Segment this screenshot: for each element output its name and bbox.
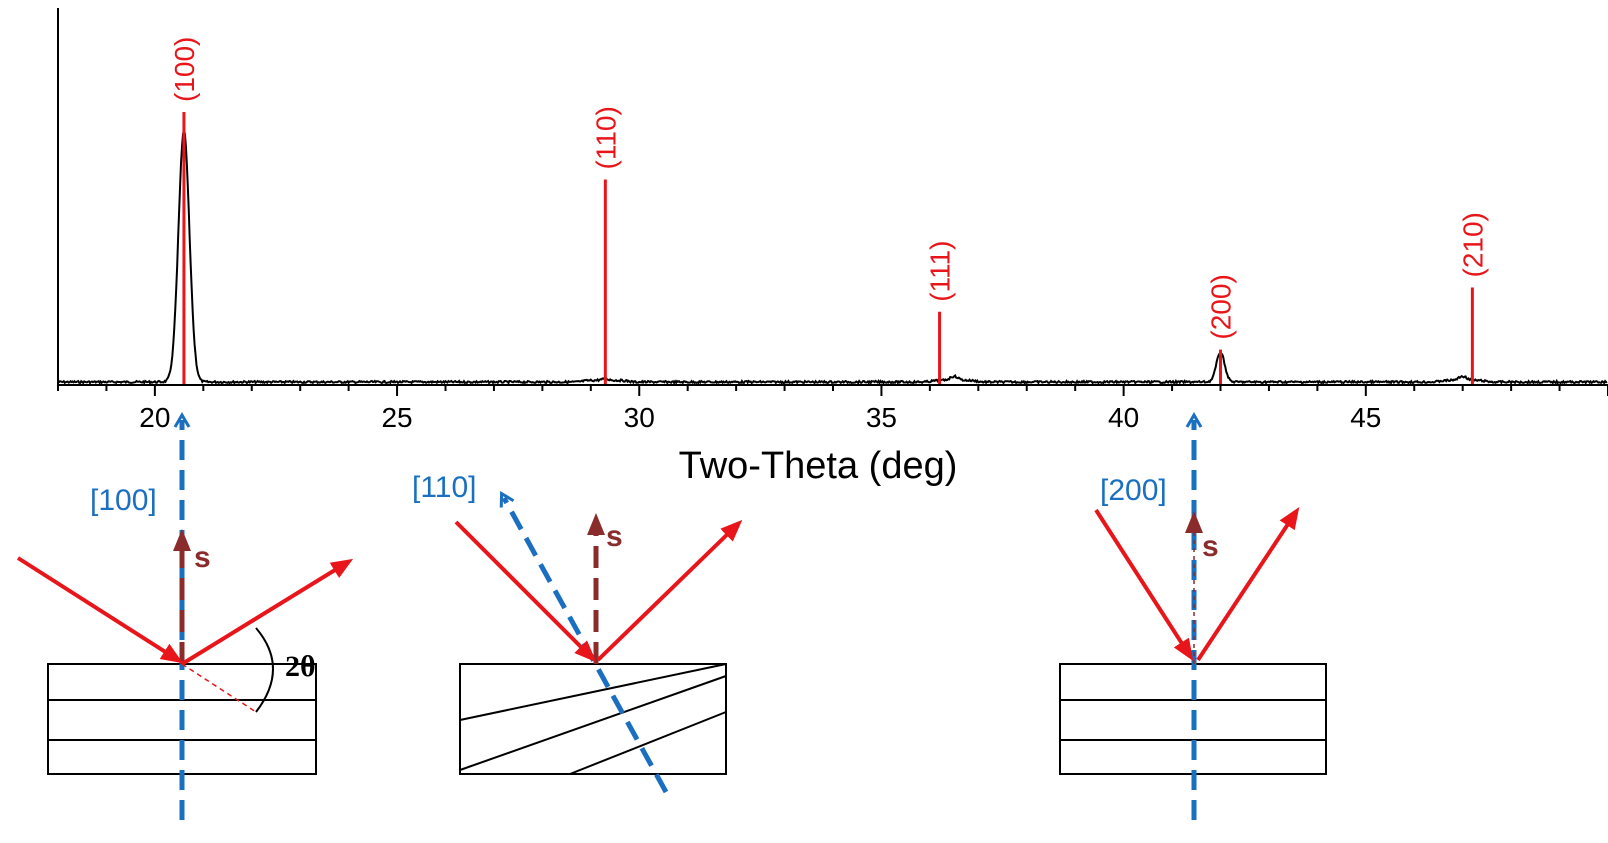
x-tick-label: 35 <box>866 402 897 433</box>
reference-label: (210) <box>1457 212 1488 277</box>
diffracted-beam <box>596 519 743 662</box>
panel-100: [100] s 2θ <box>16 412 354 820</box>
x-tick-label: 40 <box>1108 402 1139 433</box>
x-axis-title: Two-Theta (deg) <box>679 445 958 487</box>
x-tick-label: 45 <box>1350 402 1381 433</box>
diffraction-pattern <box>57 129 1608 386</box>
lattice-plane <box>459 663 727 721</box>
normal-label-s: s <box>606 520 623 553</box>
x-tick-label: 30 <box>624 402 655 433</box>
two-theta-label: 2θ <box>285 650 316 683</box>
panel-200: [200] s <box>1059 412 1327 820</box>
incident-beam <box>1094 508 1194 662</box>
diffracted-beam <box>180 558 354 666</box>
reference-label: (200) <box>1206 274 1237 339</box>
incident-beam <box>16 556 184 664</box>
diffracted-beam <box>1196 506 1300 662</box>
incident-beam <box>454 520 597 663</box>
two-theta-arc <box>255 627 274 713</box>
reference-label: (111) <box>925 241 956 302</box>
direction-label-110: [110] <box>412 471 477 504</box>
crystal-block-110 <box>459 663 727 775</box>
beam-extension <box>181 663 257 713</box>
lattice-plane <box>459 675 727 771</box>
normal-label-s: s <box>194 541 211 574</box>
reference-label: (100) <box>169 37 200 102</box>
panel-110: [110] s <box>412 471 743 794</box>
x-tick-label: 25 <box>381 402 412 433</box>
direction-label-100: [100] <box>90 484 157 517</box>
normal-label-s: s <box>1202 530 1219 563</box>
direction-axis-110 <box>499 491 669 794</box>
direction-label-200: [200] <box>1100 474 1167 507</box>
reference-label: (110) <box>590 106 621 169</box>
x-tick-label: 20 <box>139 402 170 433</box>
lattice-plane <box>569 711 727 775</box>
